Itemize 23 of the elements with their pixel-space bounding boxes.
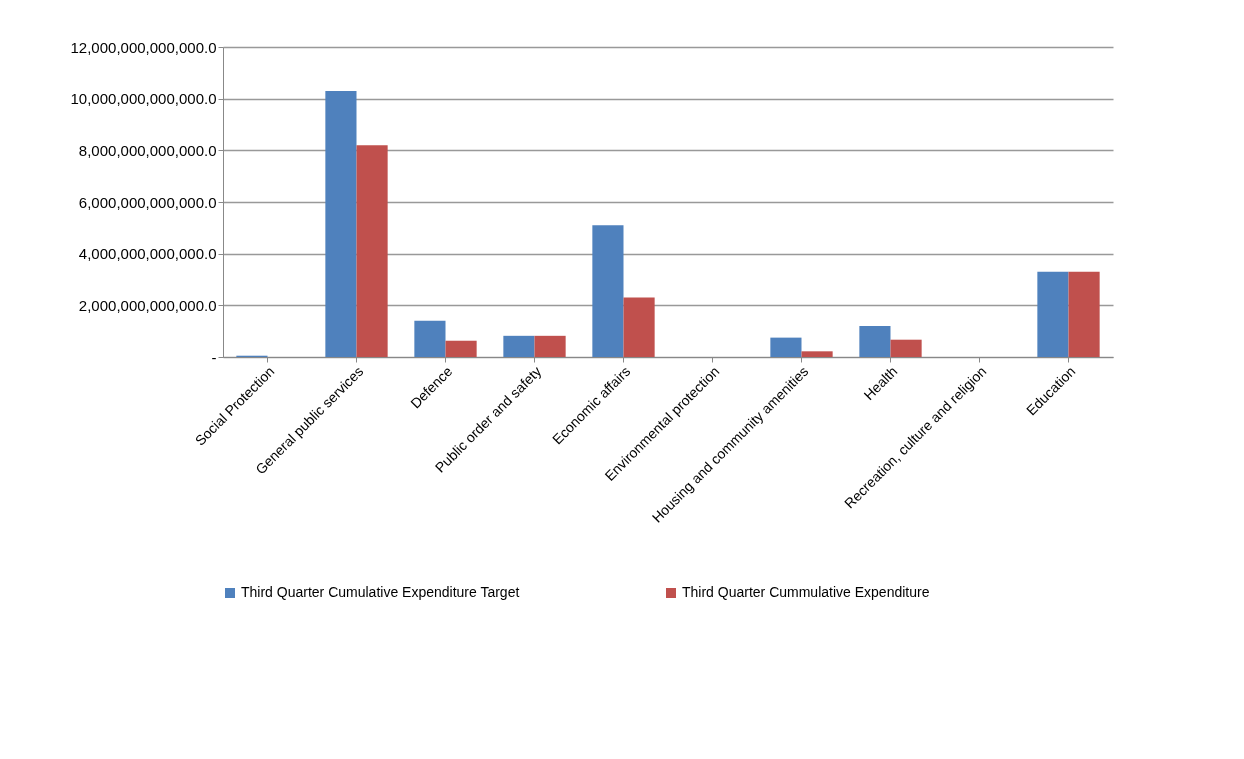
bar [859,326,891,357]
bar [534,335,566,357]
y-tick-label: 6,000,000,000,000.0 [78,193,217,211]
bar [890,339,922,357]
bar [1037,271,1069,357]
bar [770,337,802,357]
bar [623,297,655,357]
bar [325,90,357,357]
y-tick-label: - [211,348,217,366]
bar [503,335,535,357]
y-tick-label: 12,000,000,000,000.0 [70,38,217,56]
legend-label: Third Quarter Cumulative Expenditure Target [241,584,520,600]
y-tick-label: 4,000,000,000,000.0 [78,245,217,263]
y-tick-label: 10,000,000,000,000.0 [70,90,217,108]
bar [414,320,446,357]
bar [592,225,624,357]
bar [445,340,477,357]
bar [356,145,388,357]
bar [801,351,833,357]
y-tick-label: 2,000,000,000,000.0 [78,296,217,314]
legend-label: Third Quarter Cummulative Expenditure [682,584,930,600]
y-tick-label: 8,000,000,000,000.0 [78,141,217,159]
bar [1068,271,1100,357]
